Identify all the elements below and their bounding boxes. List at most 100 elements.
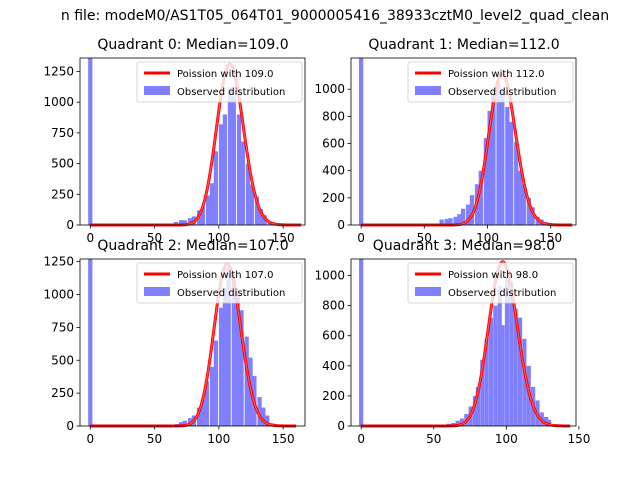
quadrant-2-bar — [182, 420, 188, 426]
quadrant-3-bar — [455, 420, 460, 426]
quadrant-1-bar — [444, 218, 449, 225]
quadrant-1-ytick-label: 800 — [322, 109, 345, 123]
quadrant-2-legend-curve-label: Poission with 107.0 — [177, 270, 273, 281]
quadrant-2-plot-area: 0 50 100 150 0 250 500 750 1000 1250 Poission with… — [43, 255, 306, 446]
quadrant-2-xtick-label: 50 — [147, 432, 162, 446]
quadrant-0-bar — [236, 114, 242, 225]
quadrant-0-bars — [88, 58, 281, 226]
quadrant-3-bar — [497, 286, 502, 426]
quadrant-1-bar — [487, 110, 492, 225]
quadrant-0-bar — [206, 195, 211, 225]
quadrant-1-plot-area: 0 50 100 150 0 200 400 600 800 1000 Poission with … — [314, 57, 577, 245]
quadrant-2-bar — [200, 399, 206, 426]
quadrant-1-bar — [483, 138, 489, 225]
quadrant-0-title: Quadrant 0: Median=109.0 — [97, 37, 288, 53]
quadrant-2-bar — [209, 366, 215, 426]
quadrant-1-bar — [453, 216, 458, 225]
quadrant-0-bar — [200, 206, 206, 225]
quadrant-2-legend-bar-swatch — [144, 287, 170, 296]
quadrant-3-ytick-label: 1000 — [314, 269, 345, 283]
quadrant-1-bar — [517, 170, 523, 225]
quadrant-3-bar — [544, 416, 549, 426]
quadrant-3-title: Quadrant 3: Median=98.0 — [373, 238, 555, 254]
quadrant-1-bar — [505, 106, 510, 225]
quadrant-0-legend-curve-label: Poission with 109.0 — [177, 69, 273, 80]
quadrant-2-ytick-label: 750 — [51, 320, 74, 334]
figure-suptitle: n file: modeM0/AS1T05_064T01_9000005416_… — [61, 8, 609, 24]
quadrant-3-bar — [500, 325, 505, 426]
quadrant-0-ytick-label: 1250 — [43, 65, 74, 79]
quadrant-1-xtick-label: 100 — [476, 231, 499, 245]
quadrant-1-axes-frame — [350, 57, 577, 226]
quadrant-0-legend-box — [136, 61, 303, 103]
quadrant-3-xtick-label: 150 — [567, 432, 590, 446]
quadrant-0-bar — [179, 220, 184, 225]
quadrant-0-bar — [231, 96, 236, 225]
quadrant-0-bar — [209, 183, 215, 225]
quadrant-0-ytick-label: 500 — [51, 157, 74, 171]
quadrant-2-legend-bar-label: Observed distribution — [177, 288, 285, 299]
quadrant-3-bar — [488, 317, 494, 426]
quadrant-0-bar — [254, 196, 260, 225]
quadrant-0-panel: Quadrant 0: Median=109.0 0 50 100 150 0 250 50… — [43, 37, 306, 245]
quadrant-2-legend: Poission with 107.0 Observed distribution — [136, 262, 303, 304]
quadrant-1-legend-bar-label: Observed distribution — [448, 87, 556, 98]
quadrant-1-bar — [460, 208, 466, 225]
quadrant-3-bar — [517, 317, 523, 426]
quadrant-0-bar — [258, 209, 263, 225]
quadrant-2-bar — [213, 340, 218, 426]
quadrant-3-axes-frame — [350, 258, 577, 427]
quadrant-2-bar — [218, 307, 224, 426]
quadrant-1-bar — [530, 207, 535, 225]
quadrant-1-ytick-label: 600 — [322, 137, 345, 151]
quadrant-0-bar — [218, 124, 224, 225]
quadrant-2-bar — [204, 381, 209, 426]
quadrant-0-ytick-label: 1000 — [43, 95, 74, 109]
quadrant-0-xtick-label: 150 — [272, 231, 295, 245]
quadrant-3-legend-curve-label: Poission with 98.0 — [448, 270, 538, 281]
quadrant-3-panel: Quadrant 3: Median=98.0 0 50 100 150 0 200 400… — [314, 238, 590, 446]
quadrant-1-ytick-label: 0 — [337, 218, 345, 232]
quadrant-3-bar — [493, 305, 498, 426]
quadrant-0-xtick-label: 0 — [86, 231, 94, 245]
quadrant-1-xtick-label: 50 — [417, 231, 432, 245]
quadrant-3-bar — [522, 338, 527, 426]
quadrant-2-title: Quadrant 2: Median=107.0 — [97, 238, 288, 254]
quadrant-1-bar — [478, 170, 483, 225]
quadrant-2-legend-box — [136, 262, 303, 304]
quadrant-3-bar — [475, 386, 481, 426]
quadrant-2-bar — [179, 422, 184, 426]
quadrant-1-xtick-label: 0 — [357, 231, 365, 245]
quadrant-3-bar — [459, 418, 465, 426]
quadrant-2-ytick-label: 1000 — [43, 288, 74, 302]
quadrant-3-plot-area: 0 50 100 150 0 200 400 600 800 1000 Poission with … — [314, 258, 590, 446]
quadrant-0-bar — [222, 114, 227, 225]
quadrant-1-legend-bar-swatch — [415, 86, 441, 95]
quadrant-1-bar — [526, 197, 531, 225]
quadrant-1-bar — [496, 82, 501, 225]
quadrant-2-xtick-label: 100 — [207, 432, 230, 446]
quadrant-2-bar — [265, 415, 270, 426]
quadrant-1-bar — [448, 218, 453, 225]
quadrant-0-ytick-label: 750 — [51, 126, 74, 140]
quadrant-3-bar — [480, 359, 485, 426]
quadrant-1-xtick-label: 150 — [539, 231, 562, 245]
quadrant-1-panel: Quadrant 1: Median=112.0 0 50 100 150 0 200 40… — [314, 37, 577, 245]
quadrant-2-bar — [244, 336, 249, 426]
quadrant-2-bar — [235, 291, 240, 426]
quadrant-1-legend: Poission with 112.0 Observed distribution — [407, 61, 574, 103]
quadrant-1-title: Quadrant 1: Median=112.0 — [368, 37, 559, 53]
quadrant-2-bar — [226, 268, 231, 426]
quadrant-2-bar — [261, 407, 266, 426]
quadrant-2-ytick-label: 500 — [51, 353, 74, 367]
quadrant-0-legend: Poission with 109.0 Observed distribution — [136, 61, 303, 103]
quadrant-2-axes-frame — [79, 258, 306, 427]
quadrant-3-xtick-label: 0 — [357, 432, 365, 446]
quadrant-0-xtick-label: 50 — [147, 231, 162, 245]
quadrant-0-axes-frame — [79, 57, 306, 226]
quadrant-0-ytick-label: 250 — [51, 187, 74, 201]
quadrant-3-xtick-label: 100 — [495, 432, 518, 446]
quadrant-2-bar — [222, 287, 227, 426]
quadrant-1-bar — [514, 142, 519, 225]
